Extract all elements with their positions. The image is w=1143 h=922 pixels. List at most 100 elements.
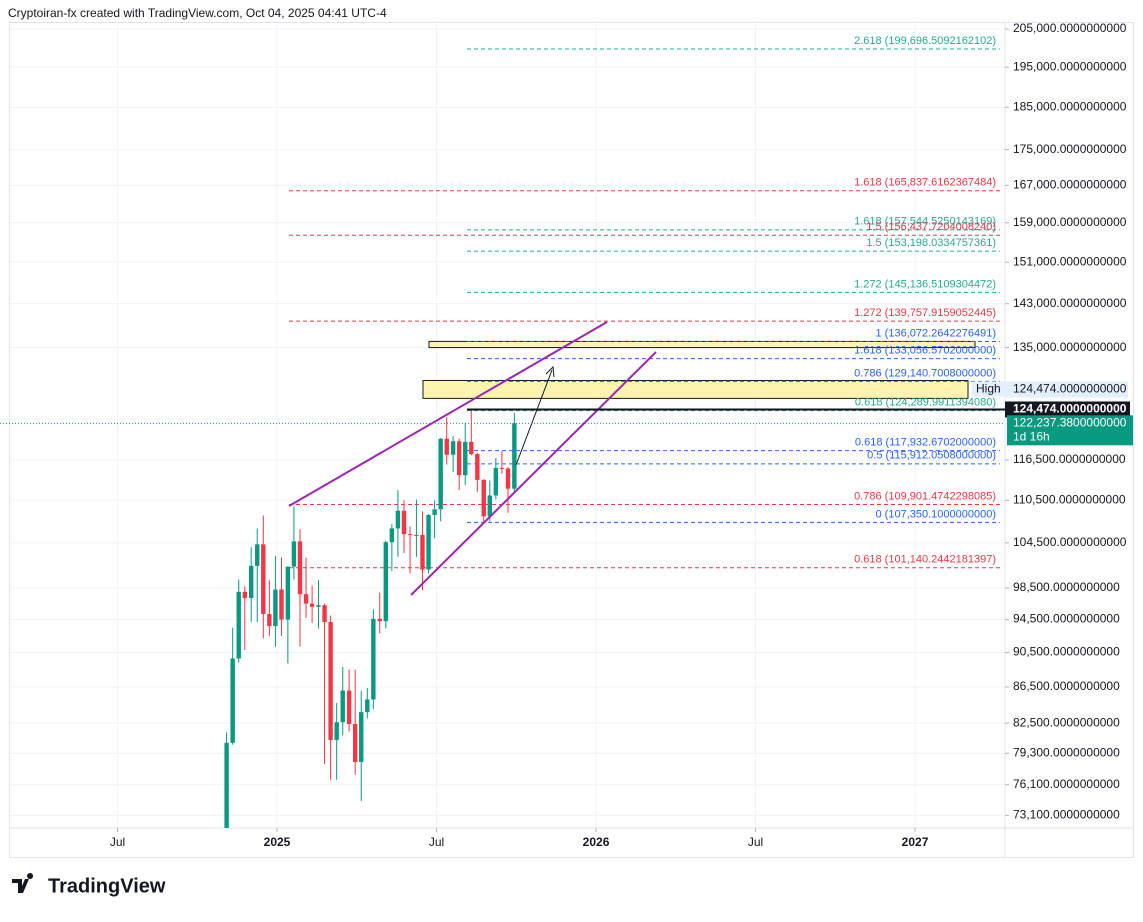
candle-body: [475, 454, 480, 480]
fib-label: 0.618 (117,932.6702000000): [855, 437, 996, 449]
candle-body: [444, 438, 449, 455]
y-tick-label: 205,000.0000000000: [1013, 21, 1127, 35]
candle-body: [505, 468, 511, 489]
x-tick-label: 2027: [902, 835, 929, 849]
fib-label: 0.786 (109,901.4742298085): [854, 490, 996, 502]
y-tick-label: 110,500.0000000000: [1013, 492, 1126, 506]
arrow-head: [545, 365, 555, 378]
x-tick-label: Jul: [110, 835, 125, 849]
y-tick-label: 135,000.0000000000: [1013, 340, 1127, 354]
candle-body: [255, 544, 260, 566]
y-tick-label: 73,100.0000000000: [1013, 808, 1120, 822]
candle-body: [499, 467, 505, 469]
fib-label: 1 (136,072.2642276491): [876, 327, 997, 339]
candle-body: [303, 594, 309, 604]
candle-body: [236, 591, 241, 659]
candle-body: [346, 690, 352, 725]
candle-body: [401, 510, 407, 535]
candle-body: [389, 528, 395, 543]
trend-line: [410, 351, 657, 596]
candle-body: [377, 618, 382, 622]
fib-label: 1.272 (139,757.9159052445): [854, 307, 996, 319]
high-axis-label: 124,474.0000000000: [1013, 382, 1127, 396]
fib-label: 0.618 (124,289.9911394080): [855, 397, 996, 409]
candle-body: [493, 467, 499, 496]
y-tick-label: 98,500.0000000000: [1013, 580, 1120, 594]
candle-body: [395, 510, 401, 529]
x-tick-label: 2026: [583, 835, 610, 849]
candle-body: [487, 495, 492, 517]
candle-body: [248, 565, 254, 599]
candle-body: [224, 742, 229, 828]
fib-label: 2.618 (199,696.5092162102): [854, 35, 996, 47]
high-price-box: [1005, 401, 1130, 418]
candle-body: [291, 541, 297, 567]
candle-body: [279, 589, 284, 620]
logo: TradingView: [12, 873, 166, 897]
high-tag: High: [976, 382, 1001, 396]
candle-body: [469, 441, 474, 455]
candle-body: [456, 441, 462, 476]
candle-body: [420, 534, 425, 570]
drawings: [288, 321, 657, 596]
candle-body: [328, 621, 333, 740]
candle-body: [512, 423, 517, 489]
high-price-label: 124,474.0000000000: [1013, 402, 1127, 416]
y-tick-label: 79,300.0000000000: [1013, 745, 1120, 759]
y-tick-label: 94,500.0000000000: [1013, 612, 1120, 626]
header-text: Cryptoiran-fx created with TradingView.c…: [8, 6, 387, 20]
high-axis-bg: [1005, 381, 1128, 398]
candle-body: [340, 690, 345, 723]
fib-label: 0.618 (101,140.2442181397): [854, 554, 996, 566]
candle-body: [297, 541, 303, 595]
y-tick-label: 195,000.0000000000: [1013, 59, 1127, 73]
candle-body: [261, 544, 266, 614]
candle-body: [383, 542, 388, 622]
candle-body: [481, 479, 486, 517]
candle-body: [438, 438, 443, 510]
candle-body: [322, 605, 327, 622]
y-tick-label: 76,100.0000000000: [1013, 777, 1120, 791]
y-tick-label: 175,000.0000000000: [1013, 142, 1127, 156]
fib-label: 0 (107,350.1000000000): [876, 508, 997, 520]
candle-body: [285, 566, 291, 620]
candle-body: [432, 509, 437, 515]
y-tick-label: 159,000.0000000000: [1013, 215, 1127, 229]
y-tick-label: 143,000.0000000000: [1013, 296, 1127, 310]
fib-label: 1.272 (145,136.5109304472): [854, 278, 996, 290]
y-tick-label: 151,000.0000000000: [1013, 254, 1127, 268]
y-tick-label: 167,000.0000000000: [1013, 178, 1127, 192]
countdown: 1d 16h: [1013, 429, 1050, 443]
y-tick-label: 90,500.0000000000: [1013, 645, 1120, 659]
last-price-box: [1007, 415, 1133, 446]
x-tick-label: 2025: [264, 835, 291, 849]
fib-label: 1.5 (156,437.7204008240): [866, 221, 996, 233]
trend-line: [288, 321, 608, 507]
candle-body: [365, 699, 370, 713]
last-price-label: 122,237.3800000000: [1013, 415, 1127, 429]
candle-body: [352, 724, 358, 763]
candle-body: [230, 658, 235, 743]
fib-label: 1.5 (153,198.0334757361): [866, 237, 996, 249]
chart-border: [9, 22, 1134, 858]
candle-body: [273, 589, 278, 627]
candle-body: [450, 441, 456, 455]
y-tick-label: 86,500.0000000000: [1013, 679, 1120, 693]
y-tick-label: 104,500.0000000000: [1013, 535, 1127, 549]
candle-body: [371, 618, 376, 700]
candles: [224, 409, 517, 828]
grid: [10, 22, 1005, 828]
y-tick-label: 185,000.0000000000: [1013, 99, 1127, 113]
y-tick-label: 82,500.0000000000: [1013, 715, 1120, 729]
fib-label: 1.618 (157,544.5250143169): [854, 216, 996, 228]
zone: [422, 379, 969, 399]
axes: 205,000.0000000000 195,000.0000000000 185,…: [110, 21, 1127, 849]
arrow: [515, 369, 553, 466]
fib-label: 0.5 (115,912.0508000000): [867, 450, 996, 462]
candle-body: [267, 613, 272, 627]
candle-body: [359, 712, 364, 763]
candle-body: [309, 603, 315, 607]
x-tick-label: Jul: [748, 835, 763, 849]
